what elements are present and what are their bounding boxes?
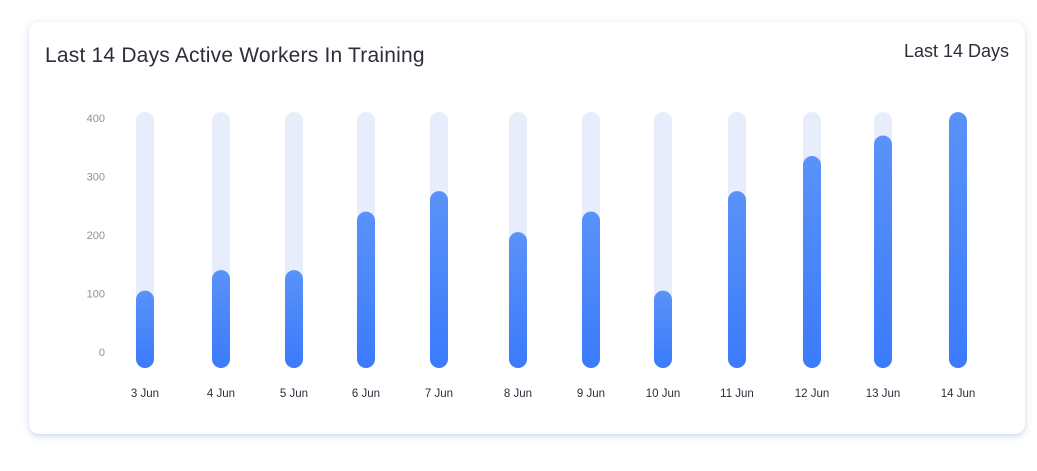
bar[interactable] (654, 290, 672, 368)
x-tick-label: 14 Jun (941, 388, 976, 400)
chart-title: Last 14 Days Active Workers In Training (45, 44, 425, 67)
y-axis: 0 100 200 300 400 (87, 113, 105, 359)
y-tick-label: 300 (87, 172, 105, 184)
x-tick-label: 4 Jun (207, 388, 235, 400)
x-tick-label: 8 Jun (504, 388, 532, 400)
x-tick-label: 11 Jun (720, 388, 754, 400)
y-tick-label: 0 (99, 347, 105, 359)
x-axis: 3 Jun 4 Jun 5 Jun 6 Jun 7 Jun 8 Jun 9 Jun 10 Ju… (131, 388, 975, 400)
bar[interactable] (874, 135, 892, 368)
bar[interactable] (430, 191, 448, 368)
x-tick-label: 9 Jun (577, 388, 605, 400)
x-tick-label: 6 Jun (352, 388, 380, 400)
y-tick-label: 100 (87, 289, 105, 301)
bar[interactable] (357, 211, 375, 368)
y-tick-label: 200 (87, 230, 105, 242)
bar[interactable] (509, 232, 527, 368)
x-tick-label: 12 Jun (795, 388, 830, 400)
bar[interactable] (212, 270, 230, 368)
bar[interactable] (285, 270, 303, 368)
bar[interactable] (728, 191, 746, 368)
bar[interactable] (136, 290, 154, 368)
bar[interactable] (803, 156, 821, 368)
bar[interactable] (949, 112, 967, 369)
x-tick-label: 3 Jun (131, 388, 159, 400)
date-range-selector[interactable]: Last 14 Days (903, 41, 1009, 61)
y-tick-label: 400 (87, 113, 105, 125)
x-tick-label: 13 Jun (866, 388, 901, 400)
x-tick-label: 7 Jun (425, 388, 453, 400)
x-tick-label: 5 Jun (280, 388, 308, 400)
bar[interactable] (582, 211, 600, 368)
x-tick-label: 10 Jun (646, 388, 681, 400)
bars-group (136, 112, 967, 369)
